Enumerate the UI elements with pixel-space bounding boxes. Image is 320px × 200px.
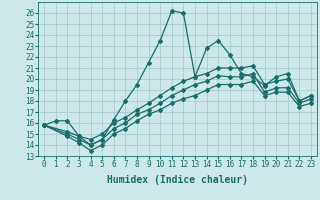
- X-axis label: Humidex (Indice chaleur): Humidex (Indice chaleur): [107, 175, 248, 185]
